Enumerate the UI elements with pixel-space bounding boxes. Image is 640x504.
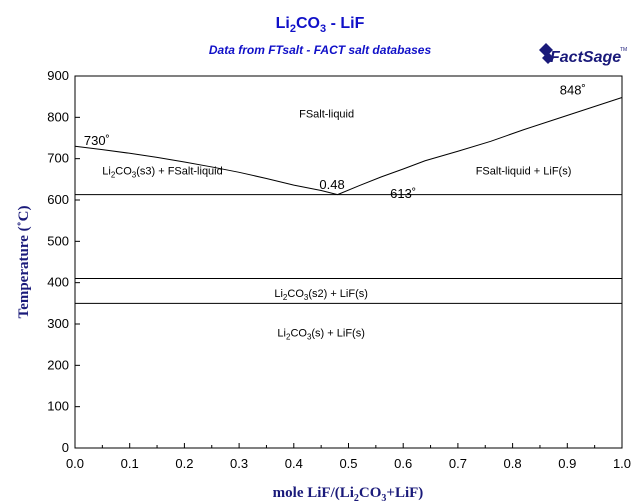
liquidus-line [74,145,338,196]
phase-region-label: Li2CO3(s) + LiF(s) [277,327,364,341]
x-tick-label: 0.7 [449,456,467,471]
x-tick-label: 0.8 [504,456,522,471]
point-annotation: 848˚ [560,83,586,98]
x-axis-label: mole LiF/(Li2CO3+LiF) [273,485,424,504]
y-tick-label: 300 [47,316,69,331]
title-subscript: 3 [320,23,327,36]
y-tick-label: 200 [47,357,69,372]
x-tick-label: 0.6 [394,456,412,471]
y-axis-label: Temperature (˚C) [16,206,32,319]
title-part: CO [296,15,320,32]
phase-region-label: FSalt-liquid + LiF(s) [476,165,572,177]
liquidus-line [337,97,623,196]
phase-region-label: FSalt-liquid [299,108,354,120]
logo-trademark: TM [620,47,627,53]
phase-boundaries [74,97,623,304]
diagram-labels: 730˚ 848˚ 0.48 613˚ FSalt-liquid Li2CO3(s3) +… [84,83,586,342]
x-tick-label: 0.4 [285,456,303,471]
y-tick-label: 700 [47,151,69,166]
point-annotation: 730˚ [84,133,110,148]
x-tick-label: 1.0 [613,456,631,471]
y-tick-label: 500 [47,233,69,248]
phase-region-label: Li2CO3(s3) + FSalt-liquid [102,165,222,179]
title-part: - LiF [326,15,365,32]
chart-title: Li2CO3 - LiF [0,15,640,35]
x-tick-label: 0.0 [66,456,84,471]
axis-ticks: 0.0 0.1 0.2 0.3 0.4 0.5 0.6 0.7 0.8 0.9 1.0 0 100 200… [47,68,631,471]
y-tick-label: 800 [47,109,69,124]
x-tick-label: 0.5 [339,456,357,471]
title-part: Li [275,15,290,32]
y-tick-label: 400 [47,275,69,290]
point-annotation: 0.48 [319,177,344,192]
x-tick-label: 0.9 [558,456,576,471]
x-tick-label: 0.1 [121,456,139,471]
y-tick-label: 100 [47,399,69,414]
phase-region-label: Li2CO3(s2) + LiF(s) [274,288,368,302]
y-tick-label: 0 [62,440,69,455]
point-annotation: 613˚ [390,186,416,201]
y-tick-label: 600 [47,192,69,207]
plot-frame [74,75,623,449]
title-subscript: 2 [289,23,296,36]
y-tick-label: 900 [47,68,69,83]
factsage-logo: FactSage TM [539,43,627,66]
factsage-logo-icon [539,43,554,64]
chart-subtitle: Data from FTsalt - FACT salt databases [208,43,432,57]
logo-text: FactSage [550,49,621,66]
x-tick-label: 0.3 [230,456,248,471]
x-tick-label: 0.2 [175,456,193,471]
